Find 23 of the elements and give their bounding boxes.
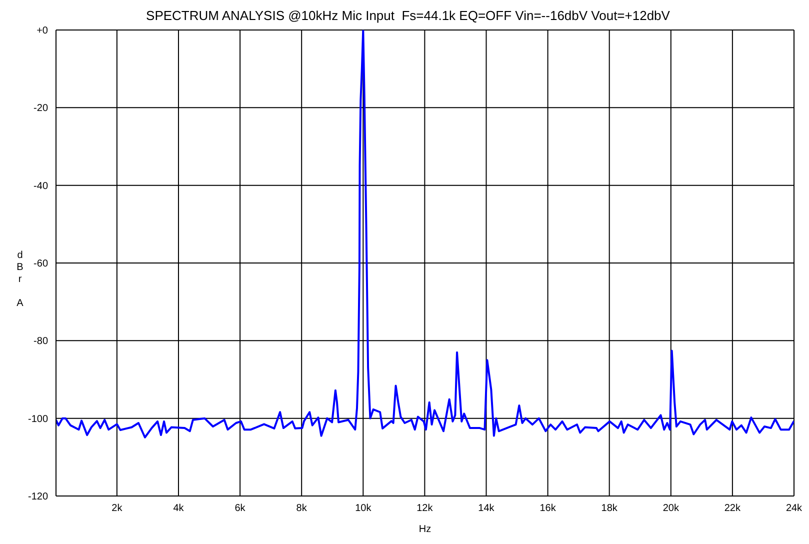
x-tick-label: 20k [662,503,680,514]
y-tick-label: -20 [34,103,48,114]
x-tick-label: 2k [112,503,124,514]
y-tick-label: -80 [34,336,48,348]
x-tick-label: 22k [724,503,742,514]
x-tick-label: 14k [478,503,496,514]
y-tick-label: +0 [36,26,48,37]
text: dBr A [16,250,24,309]
y-tick-label: -100 [28,414,48,425]
y-tick-label: -40 [34,180,48,192]
y-tick-label: -120 [28,492,48,503]
x-tick-label: 4k [173,503,185,514]
x-tick-label: 24k [786,503,804,514]
x-tick-label: 18k [601,503,618,514]
x-tick-label: 6k [234,503,246,514]
x-tick-label: 12k [416,503,434,514]
x-tick-label: 10k [355,503,372,514]
y-tick-label: -60 [34,258,48,270]
chart-title: SPECTRUM ANALYSIS @10kHz Mic Input Fs=44.1k EQ=OFF Vin=--16dbV Vout=+12dbV [145,8,671,25]
x-tick-label: 16k [540,503,557,514]
line-series [56,30,794,438]
x-tick-label: 8k [296,503,308,514]
x-axis-title: Hz [418,524,432,535]
